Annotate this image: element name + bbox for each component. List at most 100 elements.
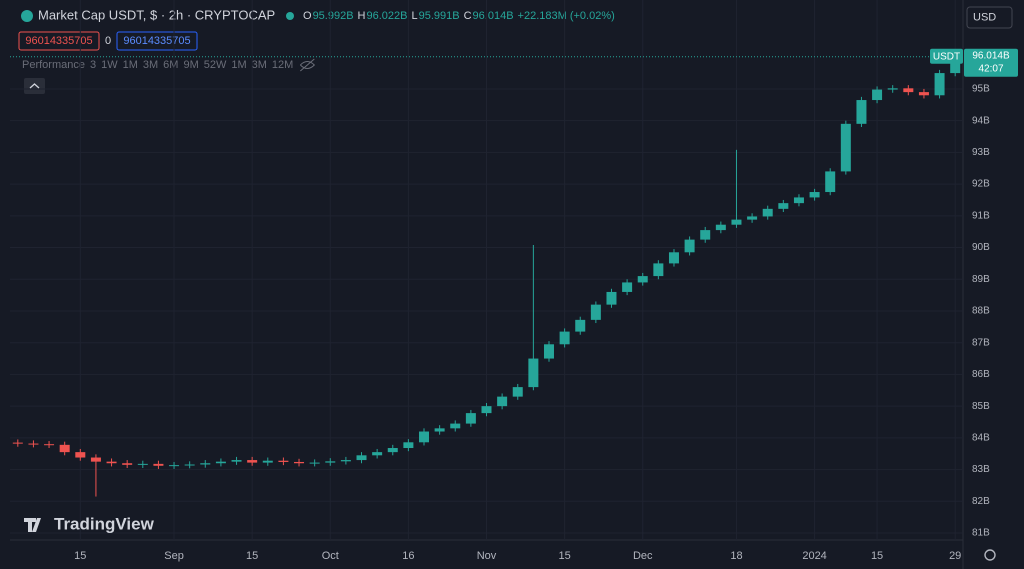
- x-tick-label: Sep: [164, 550, 184, 562]
- y-tick-label: 85B: [972, 401, 990, 412]
- period-button[interactable]: 3: [90, 59, 96, 71]
- candle-body: [137, 463, 148, 465]
- ohlc-value: 95.991B: [419, 10, 460, 22]
- period-button[interactable]: 1M: [231, 59, 246, 71]
- ohlc-value: 96.022B: [367, 10, 408, 22]
- input-value: 96014335705: [25, 35, 92, 47]
- hide-icon: [299, 58, 316, 72]
- period-button[interactable]: 6M: [163, 59, 178, 71]
- y-tick-label: 87B: [972, 337, 990, 348]
- candle-body: [793, 197, 804, 204]
- logo-text: TradingView: [54, 514, 155, 533]
- caret-icon: [29, 83, 40, 89]
- period-button[interactable]: 9M: [183, 59, 198, 71]
- candle-body: [747, 216, 758, 220]
- candle-body: [106, 461, 117, 464]
- y-tick-label: 90B: [972, 242, 990, 253]
- candle-body: [262, 460, 273, 463]
- x-tick-label: 18: [730, 550, 742, 562]
- input-box[interactable]: [116, 31, 198, 51]
- x-tick-label: 15: [871, 550, 883, 562]
- y-tick-label: 81B: [972, 528, 990, 539]
- x-tick-label: 29: [949, 550, 961, 562]
- candle-body: [840, 123, 851, 172]
- ohlc-value: 95.992B: [313, 10, 354, 22]
- period-button[interactable]: 1M: [123, 59, 138, 71]
- candle-body: [325, 461, 336, 463]
- candle-body: [215, 461, 226, 464]
- input-value: 0: [105, 35, 111, 47]
- candle-body: [668, 252, 679, 264]
- candle-body: [247, 460, 258, 463]
- candle-body: [512, 387, 523, 397]
- candle-body: [575, 319, 586, 332]
- performance-bar: Performance 3 1W 1M 3M 6M 9M 52W 1M 3M 12M: [22, 58, 316, 72]
- settings-icon[interactable]: [984, 549, 996, 561]
- candle-body: [684, 239, 695, 253]
- candle-body: [622, 282, 633, 292]
- candle-body: [12, 442, 23, 444]
- y-tick-label: 92B: [972, 179, 990, 190]
- candle-body: [44, 444, 55, 446]
- candle-body: [59, 444, 70, 453]
- x-tick-label: 2024: [802, 550, 826, 562]
- candle-body: [731, 219, 742, 225]
- collapse-button[interactable]: [24, 78, 45, 94]
- y-tick-label: 82B: [972, 496, 990, 507]
- y-tick-label: 94B: [972, 115, 990, 126]
- candle-body: [153, 463, 164, 466]
- candle-body: [340, 460, 351, 462]
- candle-body: [419, 431, 430, 443]
- ohlc-letter: H: [358, 10, 366, 22]
- ohlc-letter: L: [411, 10, 417, 22]
- chart-title: Market Cap USDT, $ · 2h · CRYPTOCAP: [38, 7, 275, 22]
- price-tag: [930, 48, 963, 64]
- y-tick-label: 84B: [972, 433, 990, 444]
- currency-button[interactable]: [966, 6, 1013, 29]
- price-tag: [964, 48, 1018, 77]
- candle-body: [762, 208, 773, 217]
- candle-body: [778, 203, 789, 209]
- candle-body: [809, 192, 820, 198]
- ohlc-value: 96.014B: [473, 10, 514, 22]
- candle-body: [590, 304, 601, 320]
- candle-body: [700, 230, 711, 240]
- period-button[interactable]: 52W: [204, 59, 227, 71]
- candle-body: [403, 442, 414, 449]
- candle-body: [653, 263, 664, 277]
- candle-body: [169, 465, 180, 467]
- candle-body: [309, 462, 320, 464]
- y-tick-label: 88B: [972, 306, 990, 317]
- candle-body: [90, 457, 101, 462]
- ohlc-letter: C: [464, 10, 472, 22]
- period-button[interactable]: 12M: [272, 59, 293, 71]
- period-button[interactable]: 1W: [101, 59, 118, 71]
- ohlc-letter: O: [303, 10, 312, 22]
- candle-body: [450, 423, 461, 429]
- price-tag-countdown: 42:07: [978, 63, 1003, 74]
- period-button[interactable]: 3M: [252, 59, 267, 71]
- ohlc-legend: O 95.992B H 96.022B L 95.991B C 96.014B +22.183M…: [303, 10, 615, 22]
- candle-body: [903, 88, 914, 93]
- candle-body: [481, 406, 492, 414]
- candle-body: [934, 73, 945, 96]
- plot: [12, 56, 961, 497]
- x-tick-label: Nov: [477, 550, 497, 562]
- candle-body: [856, 100, 867, 124]
- candle-body: [387, 448, 398, 453]
- status-dot: [286, 12, 294, 20]
- candle-body: [28, 443, 39, 445]
- y-tick-label: 89B: [972, 274, 990, 285]
- candle-body: [75, 452, 86, 458]
- logo-icon: [24, 518, 41, 532]
- candle-body: [528, 358, 539, 388]
- currency-label: USD: [973, 11, 996, 23]
- x-tick-label: 16: [402, 550, 414, 562]
- x-tick-label: Oct: [322, 550, 339, 562]
- candle-body: [184, 464, 195, 466]
- input-box[interactable]: [18, 31, 100, 51]
- candle-body: [278, 460, 289, 462]
- period-button[interactable]: 3M: [143, 59, 158, 71]
